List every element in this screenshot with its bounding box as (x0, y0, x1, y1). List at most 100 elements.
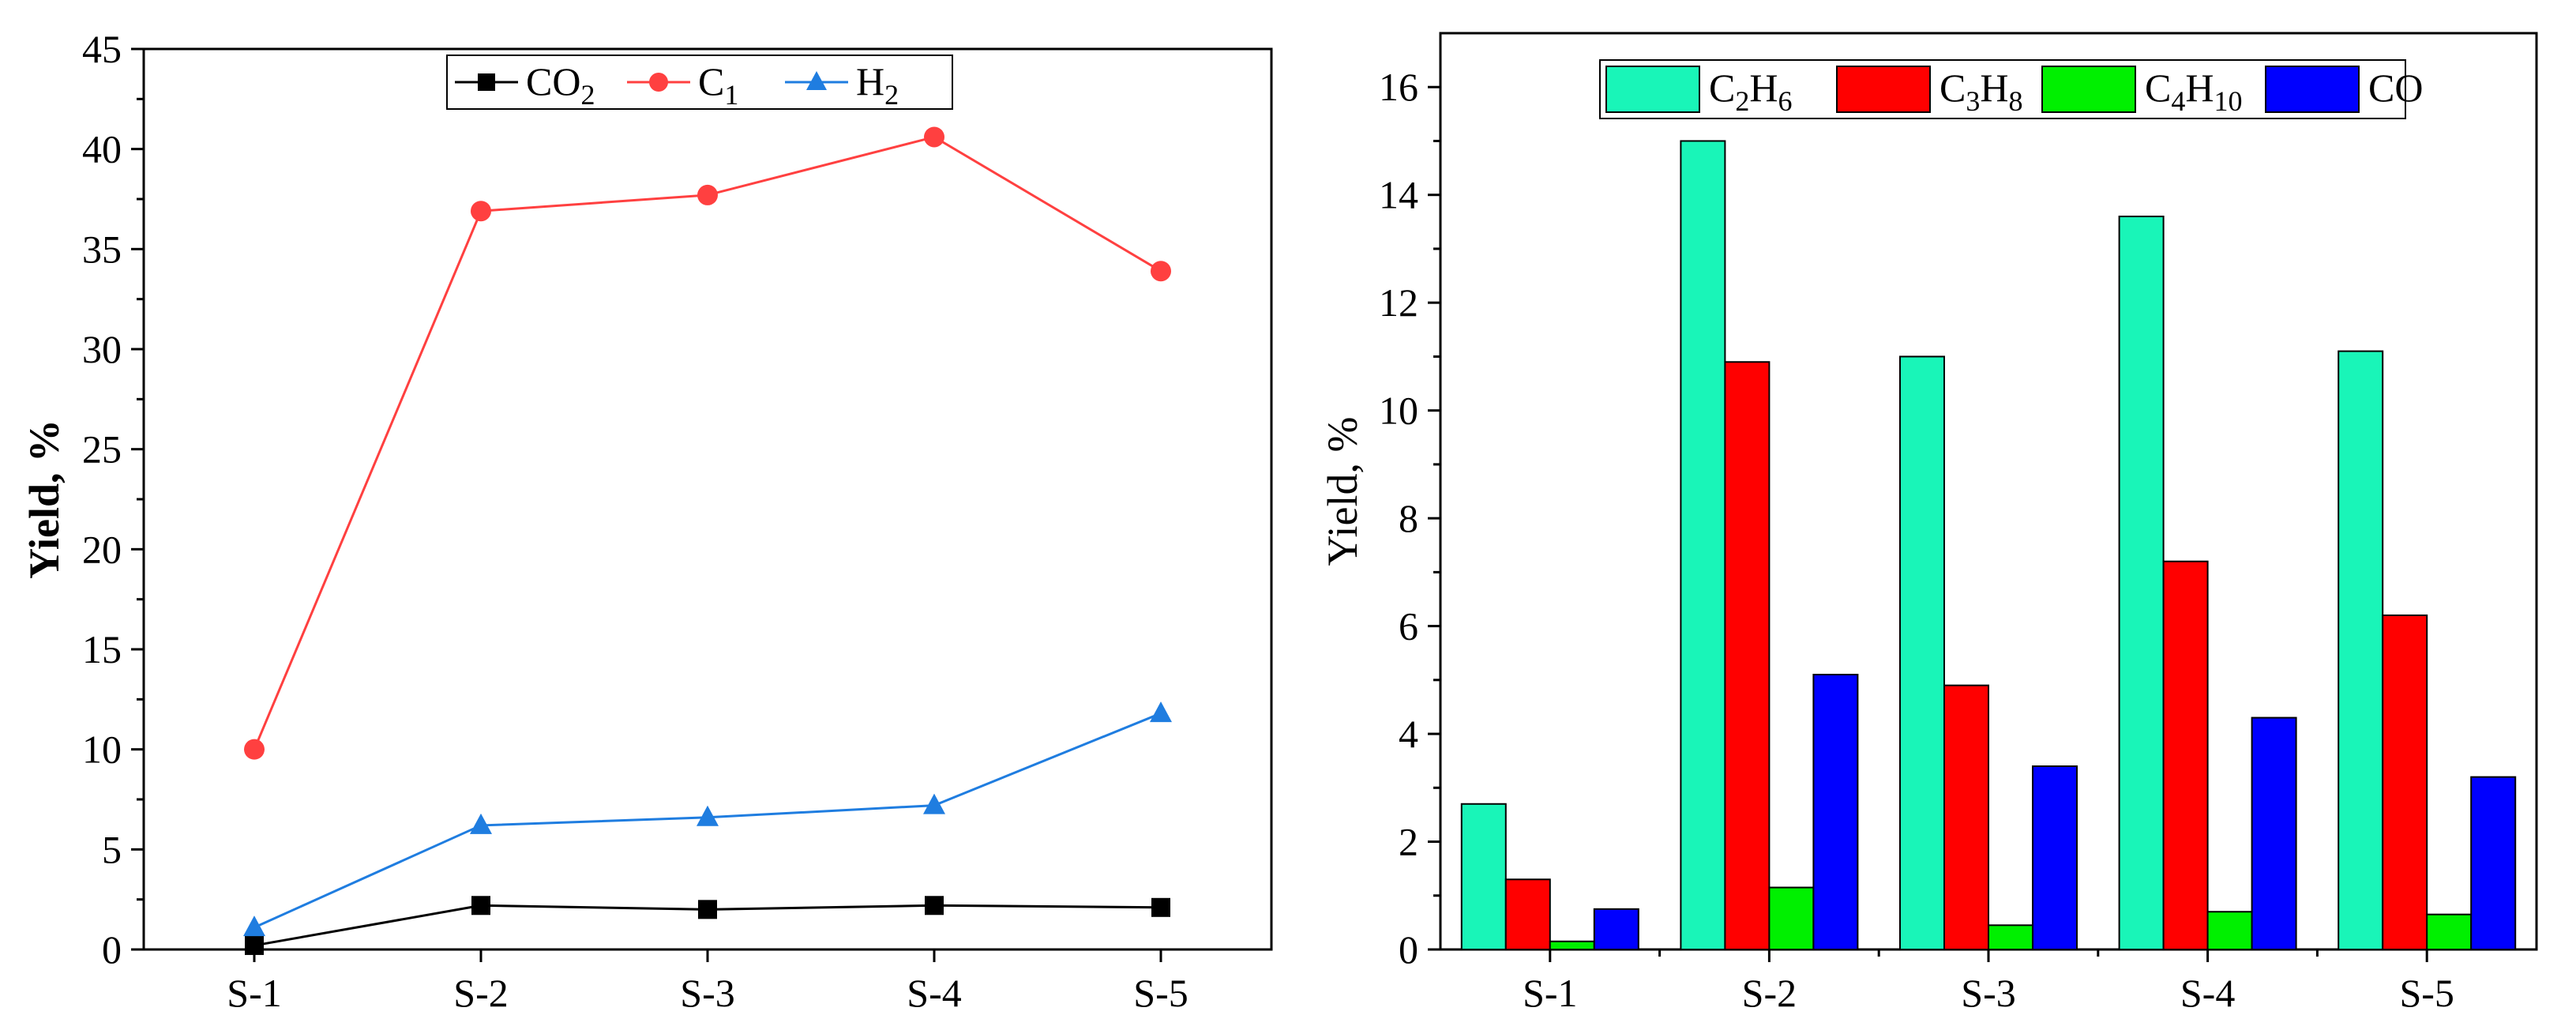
legend-label-h2: H2 (856, 59, 899, 111)
bar-c2h6-s-4 (2118, 216, 2165, 950)
x-tick-label: S-2 (1742, 971, 1797, 1015)
x-tick-label: S-1 (1523, 971, 1577, 1015)
y-tick-label: 25 (82, 427, 122, 472)
bar-co-s-2 (1812, 674, 1859, 950)
x-tick-label: S-2 (453, 971, 508, 1015)
line-chart-panel: 0 5 10 15 20 25 30 35 40 45 S-1 S-2 S-3 S-4 S-5 Yield, … (21, 27, 1273, 1015)
legend-label-c2h6: C2H6 (1709, 66, 1792, 117)
data-point-c1-s-5 (1151, 261, 1171, 282)
legend-label-part: 8 (2008, 85, 2022, 117)
legend-label-part: C (2145, 66, 2171, 110)
bar-c4h10-s-1 (1549, 940, 1595, 950)
legend-swatch-co (2265, 66, 2360, 113)
y-tick-label: 15 (82, 627, 122, 671)
bar-c2h6-s-2 (1680, 140, 1726, 950)
y-axis-title: Yield, % (21, 419, 68, 579)
bar-c4h10-s-5 (2426, 913, 2473, 951)
y-tick-label: 16 (1379, 65, 1418, 109)
y-tick-label: 2 (1399, 820, 1418, 864)
y-tick-label: 45 (82, 27, 122, 71)
bar-co-s-5 (2470, 776, 2517, 950)
series-line-c1 (253, 135, 1162, 750)
legend-label-sub: 2 (580, 79, 595, 111)
data-point-c1-s-1 (244, 739, 265, 760)
data-point-co2-s-2 (471, 896, 490, 916)
legend-label-part: 3 (1966, 85, 1980, 117)
legend-marker-h2 (806, 71, 827, 90)
bar-c3h8-s-4 (2162, 560, 2209, 950)
x-tick-label: S-4 (907, 971, 961, 1015)
legend-label-base: C (698, 59, 724, 103)
x-tick-label: S-5 (1133, 971, 1188, 1015)
data-point-c1-s-4 (924, 126, 944, 148)
bar-c3h8-s-5 (2382, 614, 2428, 950)
y-tick-label: 0 (1399, 927, 1418, 972)
bar-c3h8-s-3 (1943, 684, 1989, 950)
data-point-co2-s-5 (1151, 897, 1170, 917)
legend-swatch-c2h6 (1605, 66, 1700, 113)
x-tick-label: S-3 (1961, 971, 2015, 1015)
legend-label-c4h10: C4H10 (2145, 66, 2242, 117)
data-point-h2-s-5 (1150, 701, 1172, 723)
x-tick-label: S-4 (2180, 971, 2235, 1015)
data-point-h2-s-2 (470, 813, 492, 834)
legend-label-part: 10 (2214, 85, 2242, 117)
legend-label-part: C (1940, 66, 1966, 110)
legend-label-part: 4 (2171, 85, 2185, 117)
bar-c4h10-s-3 (1988, 924, 2033, 950)
y-tick-label: 40 (82, 127, 122, 171)
legend-label-sub: 2 (884, 79, 899, 111)
legend-label-part: 6 (1778, 85, 1792, 117)
data-point-h2-s-3 (697, 805, 719, 826)
bar-co-s-1 (1593, 908, 1639, 950)
data-point-h2-s-1 (243, 916, 265, 937)
y-tick-label: 35 (82, 227, 122, 271)
legend-label-base: H (856, 59, 884, 103)
y-tick-label: 5 (102, 827, 122, 871)
x-tick-label: S-5 (2399, 971, 2454, 1015)
legend-label-sub: 1 (724, 79, 738, 111)
data-point-h2-s-4 (923, 793, 945, 814)
bar-c2h6-s-3 (1899, 355, 1945, 951)
y-tick-label: 10 (1379, 389, 1418, 433)
y-tick-label: 8 (1399, 496, 1418, 540)
bar-c2h6-s-5 (2338, 350, 2384, 950)
legend-label-part: H (2185, 66, 2214, 110)
legend-marker-co2 (478, 73, 495, 91)
bar-c4h10-s-4 (2206, 911, 2253, 951)
x-tick-label: S-3 (680, 971, 734, 1015)
legend-swatch-c4h10 (2041, 66, 2136, 113)
bar-c3h8-s-1 (1504, 878, 1551, 950)
bar-c4h10-s-2 (1768, 886, 1815, 951)
y-tick-label: 4 (1399, 712, 1418, 756)
data-point-c1-s-2 (471, 201, 491, 222)
legend-label-part: 2 (1735, 85, 1749, 117)
data-point-co2-s-1 (245, 935, 264, 955)
legend-swatch-c3h8 (1836, 66, 1931, 113)
data-point-co2-s-4 (925, 896, 944, 916)
bar-chart-legend: C2H6 C3H8 C4H10 CO (1599, 59, 2423, 119)
legend-label-co: CO (2368, 66, 2423, 110)
legend-label-part: H (1980, 66, 2008, 110)
y-tick-label: 30 (82, 327, 122, 371)
y-tick-label: 12 (1379, 280, 1418, 325)
y-tick-label: 20 (82, 527, 122, 571)
legend-label-part: C (1709, 66, 1735, 110)
legend-label-c3h8: C3H8 (1940, 66, 2022, 117)
bar-c2h6-s-1 (1460, 803, 1507, 950)
data-point-co2-s-3 (698, 900, 717, 919)
y-tick-label: 10 (82, 728, 122, 772)
legend-box (446, 55, 953, 110)
data-point-c1-s-3 (697, 184, 718, 205)
legend-label-part: CO (2368, 66, 2423, 110)
y-tick-label: 0 (102, 927, 122, 972)
legend-label-base: CO (526, 59, 580, 103)
x-tick-label: S-1 (227, 971, 281, 1015)
legend-label-co2: CO2 (526, 59, 595, 111)
y-tick-label: 6 (1399, 604, 1418, 649)
y-tick-label: 14 (1379, 173, 1418, 217)
bar-c3h8-s-2 (1724, 361, 1771, 950)
